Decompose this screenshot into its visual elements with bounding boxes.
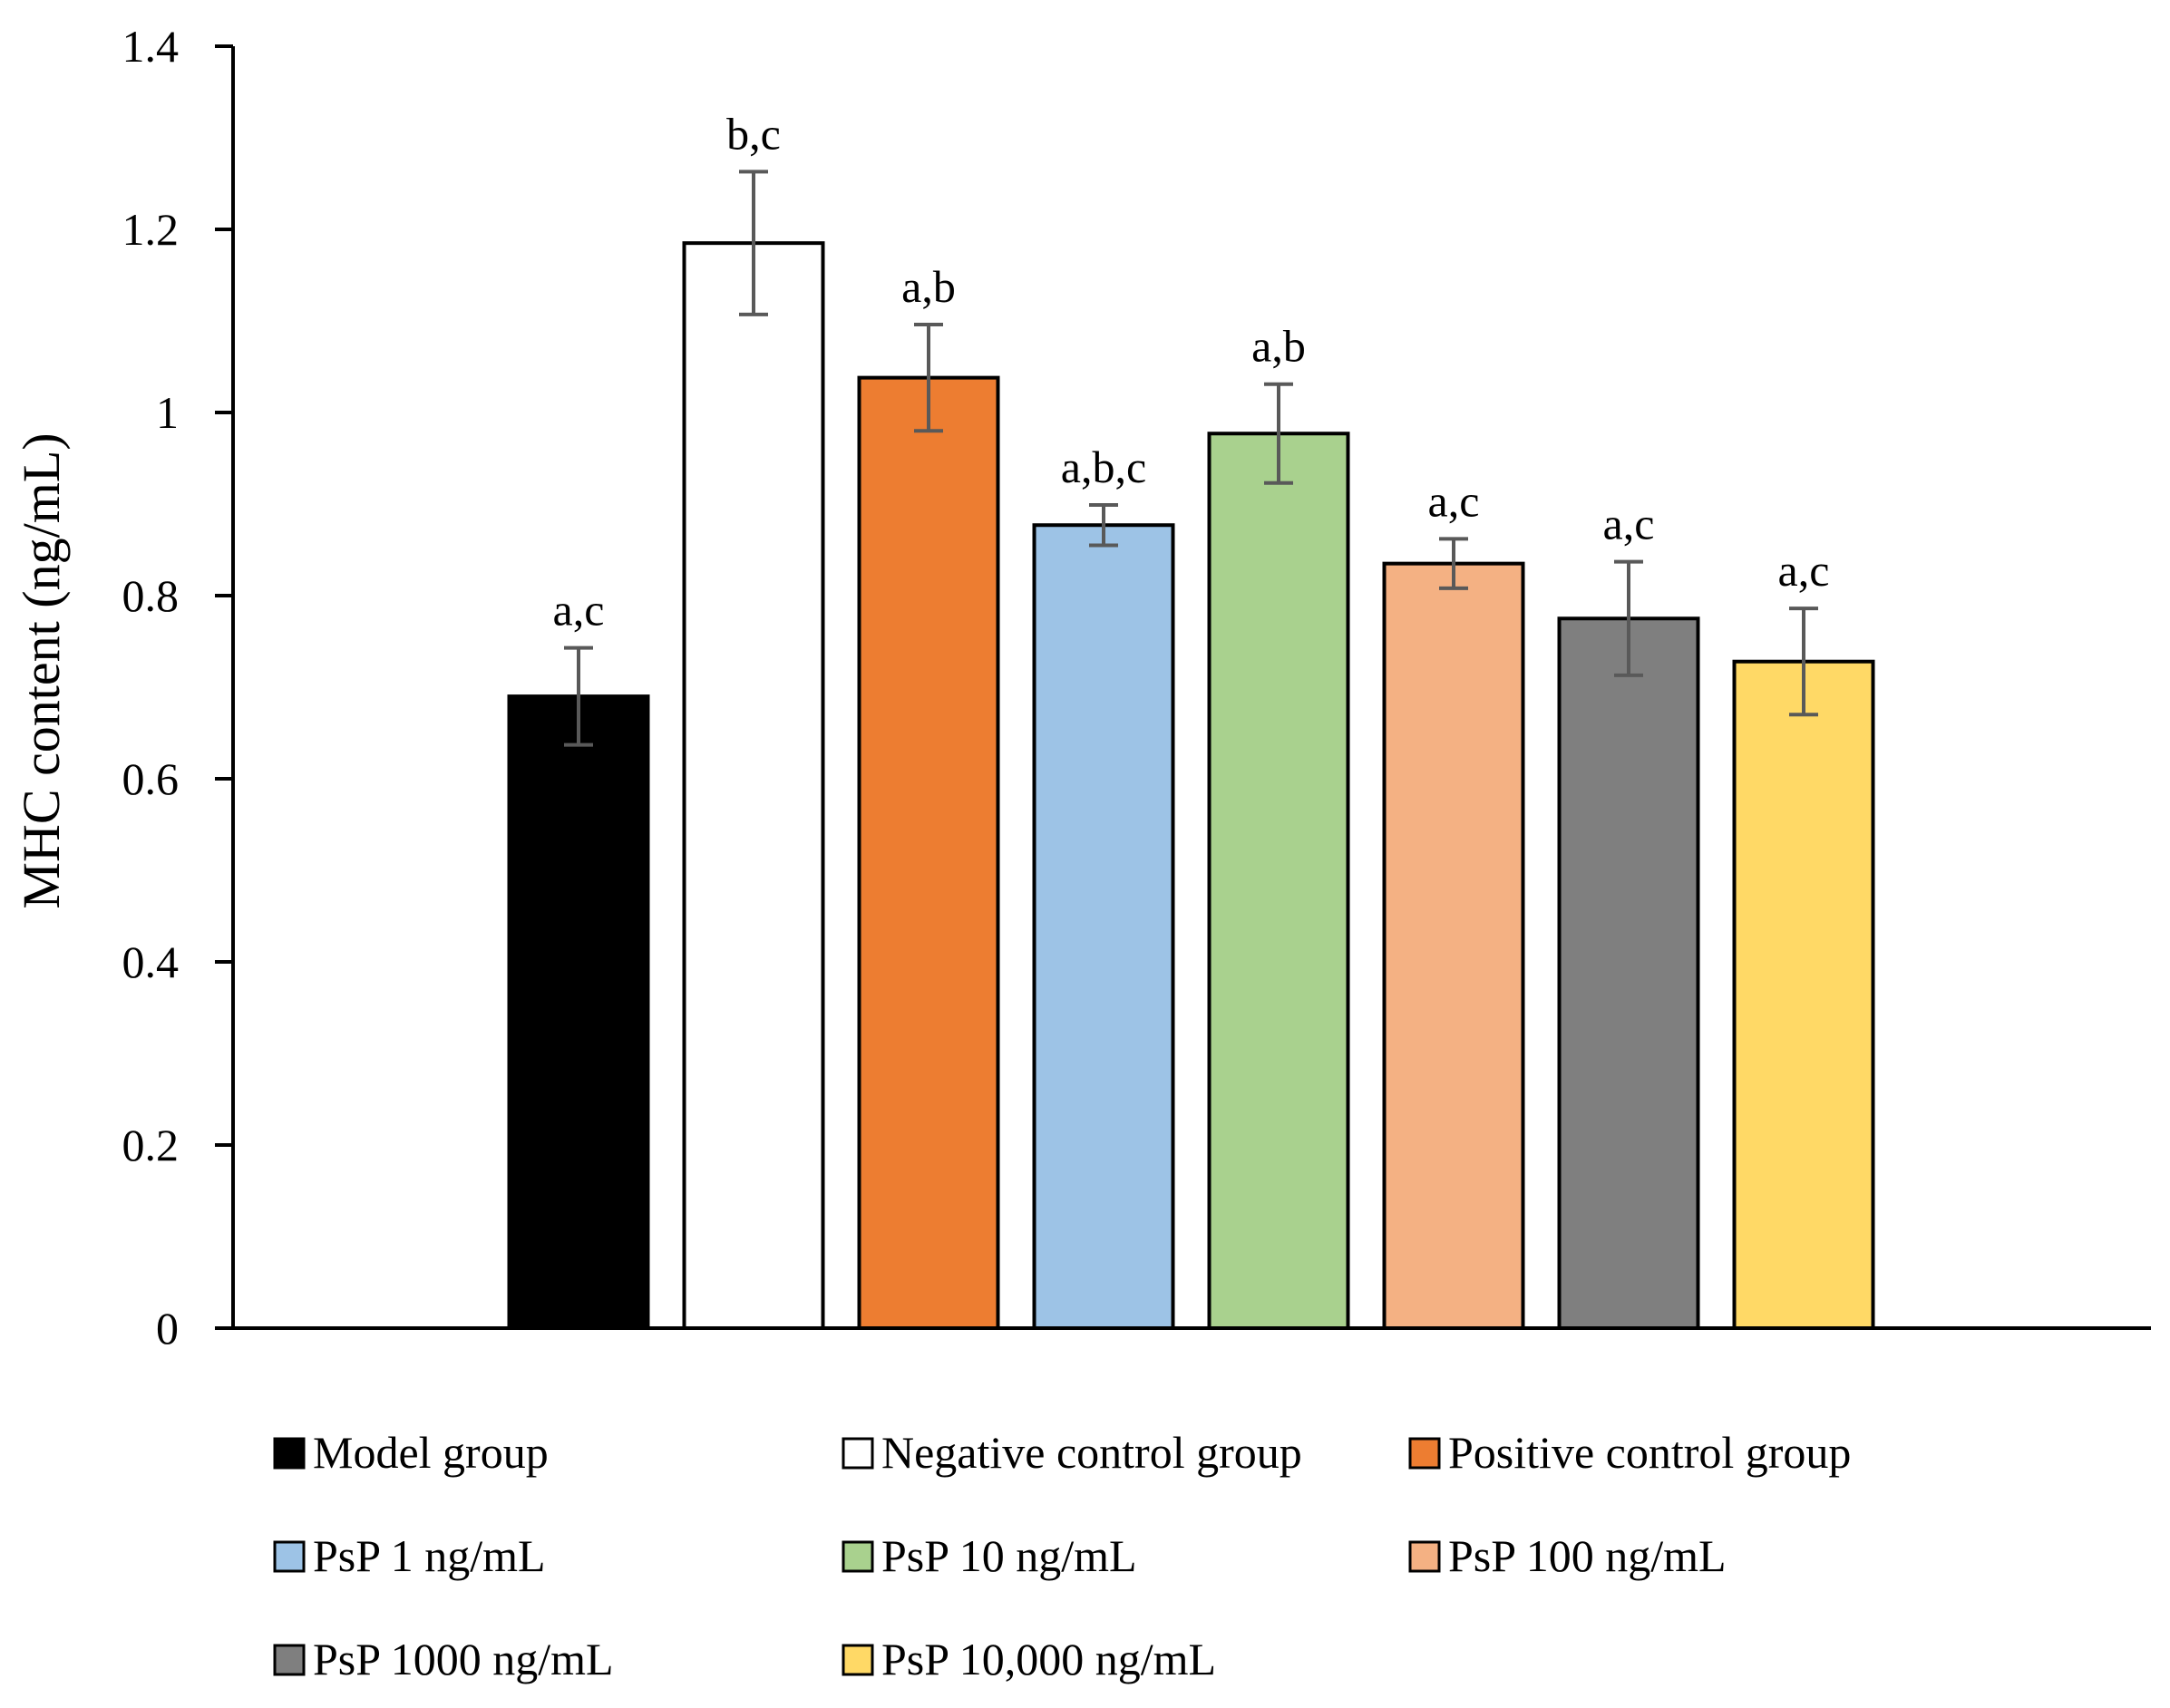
legend-label: PsP 10,000 ng/mL	[881, 1634, 1216, 1684]
bar	[1207, 432, 1350, 1331]
legend-swatch	[1408, 1540, 1441, 1573]
error-bars	[564, 170, 1818, 747]
legend-item: Positive control group	[1408, 1427, 1851, 1478]
significance-label: a,c	[1778, 545, 1830, 596]
y-tick-label: 1.4	[122, 21, 180, 72]
legend-item: PsP 1 ng/mL	[273, 1530, 546, 1581]
significance-label: a,c	[1603, 499, 1655, 549]
y-tick-label: 0.2	[122, 1120, 180, 1170]
legend-item: PsP 10,000 ng/mL	[842, 1634, 1216, 1684]
legend-label: PsP 1000 ng/mL	[313, 1634, 614, 1684]
significance-label: a,b	[901, 261, 956, 312]
legend-label: PsP 10 ng/mL	[881, 1530, 1137, 1581]
legend-swatch	[842, 1540, 874, 1573]
legend-item: PsP 1000 ng/mL	[273, 1634, 614, 1684]
bar	[857, 375, 1000, 1330]
significance-label: a,c	[1428, 475, 1480, 526]
bar	[1732, 659, 1875, 1330]
legend-swatch	[273, 1644, 306, 1676]
legend-item: Model group	[273, 1427, 549, 1478]
y-axis-title: MHC content (ng/mL)	[12, 432, 71, 908]
significance-label: a,c	[553, 585, 605, 636]
legend-label: PsP 100 ng/mL	[1448, 1530, 1727, 1581]
bar	[682, 241, 825, 1330]
y-axis: 0 0.2 0.4 0.6 0.8 1 1.2 1.4	[122, 21, 235, 1354]
legend-item: Negative control group	[842, 1427, 1302, 1478]
legend-swatch	[273, 1540, 306, 1573]
y-tick-label: 0.6	[122, 753, 180, 804]
legend-swatch	[1408, 1437, 1441, 1470]
legend-label: PsP 1 ng/mL	[313, 1530, 546, 1581]
bar	[507, 694, 650, 1330]
significance-label: a,b	[1251, 321, 1306, 372]
legend-label: Negative control group	[881, 1427, 1302, 1478]
y-tick-label: 0.8	[122, 570, 180, 621]
legend-item: PsP 10 ng/mL	[842, 1530, 1137, 1581]
bar	[1557, 616, 1700, 1330]
legend-label: Model group	[313, 1427, 549, 1478]
bar	[1382, 561, 1525, 1330]
significance-label: a,b,c	[1061, 442, 1146, 492]
legend-item: PsP 100 ng/mL	[1408, 1530, 1727, 1581]
y-tick-label: 1	[156, 387, 179, 438]
y-tick-label: 0	[156, 1303, 179, 1354]
significance-label: b,c	[726, 108, 781, 159]
legend-swatch	[842, 1437, 874, 1470]
bars	[507, 241, 1875, 1331]
legend-label: Positive control group	[1448, 1427, 1851, 1478]
bar	[1032, 523, 1175, 1330]
legend-swatch	[842, 1644, 874, 1676]
y-tick-label: 1.2	[122, 204, 180, 255]
significance-labels: a,c b,c a,b a,b,c a,b a,c a,c a,c	[553, 108, 1830, 635]
legend-swatch	[273, 1437, 306, 1470]
legend: Model group Negative control group Positiv…	[273, 1427, 1851, 1684]
y-tick-label: 0.4	[122, 936, 180, 987]
